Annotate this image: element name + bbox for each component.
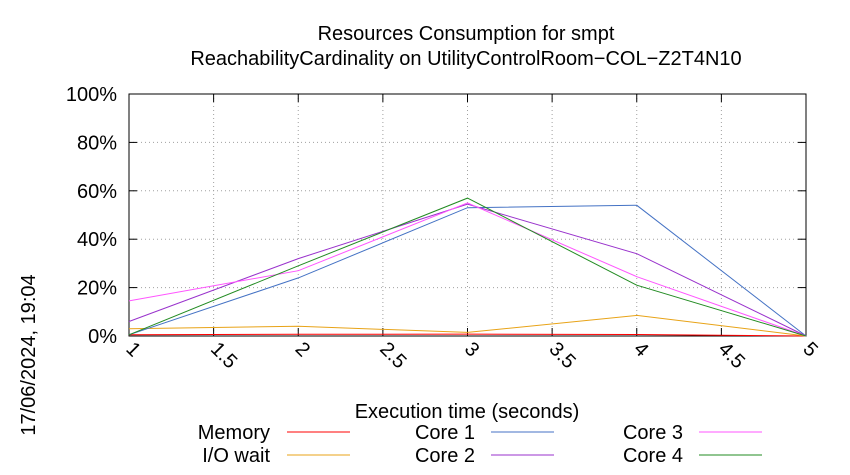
chart-subtitle: ReachabilityCardinality on UtilityContro… <box>190 48 741 70</box>
x-tick-label: 2 <box>291 338 314 361</box>
chart-title: Resources Consumption for smpt <box>318 23 615 45</box>
series-line-core-3 <box>128 202 807 337</box>
legend-label: Core 2 <box>415 445 475 467</box>
series-line-memory <box>128 333 807 337</box>
legend-item: Core 4 <box>623 445 762 467</box>
legend-item: Memory <box>198 422 350 444</box>
legend-item: Core 2 <box>415 445 554 467</box>
legend-label: I/O wait <box>202 445 270 467</box>
y-tick-label: 40% <box>77 229 117 251</box>
y-tick-label: 100% <box>66 84 117 106</box>
x-tick-label: 2.5 <box>375 338 410 373</box>
legend-item: Core 3 <box>623 422 762 444</box>
axis-ticks: 0% 20% 40% 60% 80% 100% 1 1.5 2 2.5 3 3.5 4 4.5 5 <box>66 84 822 373</box>
legend-label: Core 3 <box>623 422 683 444</box>
x-tick-label: 3.5 <box>545 338 580 373</box>
legend-label: Memory <box>198 422 270 444</box>
series-line-core-2 <box>128 203 807 337</box>
legend-label: Core 4 <box>623 445 683 467</box>
y-tick-label: 0% <box>88 326 117 348</box>
x-tick-label: 1.5 <box>206 338 241 373</box>
series-line-core-1 <box>128 204 807 337</box>
x-tick-label: 5 <box>798 338 821 361</box>
series-line-core-4 <box>128 197 807 337</box>
x-tick-label: 4 <box>629 338 652 361</box>
x-axis-label: Execution time (seconds) <box>355 401 580 423</box>
x-tick-label: 3 <box>460 338 483 361</box>
legend-item: I/O wait <box>202 445 350 467</box>
grid <box>129 94 806 336</box>
series-lines <box>128 197 807 337</box>
legend-item: Core 1 <box>415 422 554 444</box>
timestamp: 17/06/2024, 19:04 <box>18 274 40 435</box>
y-tick-label: 20% <box>77 278 117 300</box>
x-tick-label: 1 <box>121 338 144 361</box>
legend-label: Core 1 <box>415 422 475 444</box>
series-line-i-o-wait <box>128 314 807 337</box>
x-tick-label: 4.5 <box>714 338 749 373</box>
y-tick-label: 80% <box>77 132 117 154</box>
y-tick-label: 60% <box>77 181 117 203</box>
